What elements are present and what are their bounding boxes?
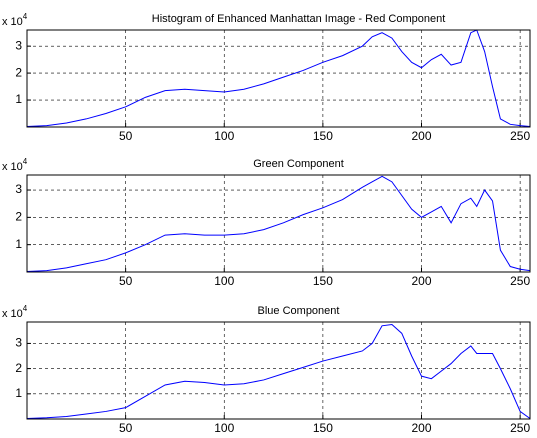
plot-area [27,175,530,272]
x-tick-label: 200 [411,421,431,435]
chart-title: Blue Component [258,305,340,317]
data-line [26,323,531,419]
multiplier-exponent: 4 [23,304,28,313]
data-line [26,29,531,127]
x-tick-label: 100 [214,274,234,288]
axis-multiplier: x 104 [2,157,28,173]
axes-box [26,321,531,420]
multiplier-exponent: 4 [23,157,28,166]
y-tick-label: 3 [15,182,22,196]
x-tick-label: 150 [313,421,333,435]
multiplier-base: x 10 [2,308,23,320]
axis-multiplier: x 104 [2,12,28,28]
y-tick-label: 1 [15,92,22,106]
x-tick-label: 150 [313,129,333,143]
axis-multiplier: x 104 [2,304,28,320]
x-tick-label: 250 [510,421,530,435]
y-tick-label: 2 [15,210,22,224]
y-tick-label: 3 [15,336,22,350]
x-tick-label: 50 [119,421,133,435]
y-tick-label: 3 [15,38,22,52]
x-tick-label: 250 [510,274,530,288]
x-tick-label: 50 [119,274,133,288]
axes-box [26,29,531,128]
x-tick-label: 200 [411,129,431,143]
x-tick-label: 100 [214,421,234,435]
plot-area [27,322,530,419]
chart-title: Green Component [253,158,344,170]
y-tick-label: 2 [15,361,22,375]
x-tick-label: 200 [411,274,431,288]
y-tick-label: 2 [15,65,22,79]
multiplier-base: x 10 [2,16,23,28]
data-line [26,175,531,272]
x-tick-label: 100 [214,129,234,143]
x-tick-label: 250 [510,129,530,143]
chart-title: Histogram of Enhanced Manhattan Image - … [152,13,446,25]
multiplier-exponent: 4 [23,12,28,21]
y-tick-label: 1 [15,386,22,400]
multiplier-base: x 10 [2,161,23,173]
axes-box [26,174,531,273]
x-tick-label: 150 [313,274,333,288]
y-tick-label: 1 [15,237,22,251]
x-tick-label: 50 [119,129,133,143]
